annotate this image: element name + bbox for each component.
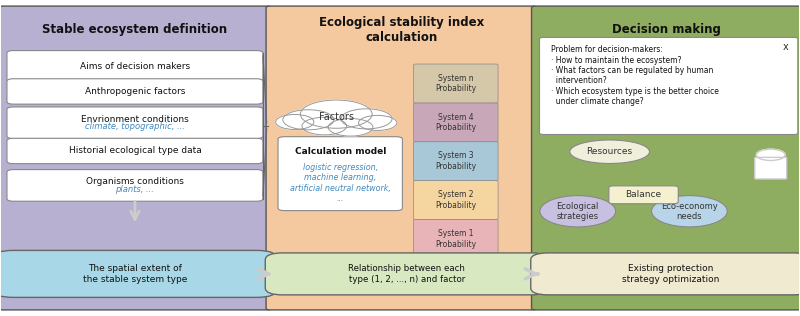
FancyBboxPatch shape <box>531 6 800 310</box>
Text: Historial ecological type data: Historial ecological type data <box>69 146 202 155</box>
Text: x: x <box>783 42 789 52</box>
FancyBboxPatch shape <box>7 107 263 139</box>
FancyBboxPatch shape <box>7 170 263 201</box>
FancyBboxPatch shape <box>0 6 271 310</box>
Text: The spatial extent of
the stable system type: The spatial extent of the stable system … <box>82 264 187 283</box>
Text: Existing protection
strategy optimization: Existing protection strategy optimizatio… <box>622 264 719 283</box>
Text: System n
Probability: System n Probability <box>435 74 476 93</box>
Text: Factors: Factors <box>318 112 354 122</box>
FancyBboxPatch shape <box>266 253 548 295</box>
FancyBboxPatch shape <box>609 186 678 204</box>
FancyBboxPatch shape <box>754 157 786 179</box>
Text: System 4
Probability: System 4 Probability <box>435 112 476 132</box>
FancyBboxPatch shape <box>414 103 498 142</box>
FancyBboxPatch shape <box>539 37 798 135</box>
Circle shape <box>756 149 785 161</box>
Text: System 1
Probability: System 1 Probability <box>435 229 476 248</box>
FancyBboxPatch shape <box>414 64 498 103</box>
Text: Resources: Resources <box>586 147 633 156</box>
Circle shape <box>302 117 346 135</box>
FancyBboxPatch shape <box>7 138 263 164</box>
FancyBboxPatch shape <box>414 219 498 258</box>
Text: Ecological
strategies: Ecological strategies <box>557 202 599 221</box>
Ellipse shape <box>651 196 727 227</box>
Text: System 2
Probability: System 2 Probability <box>435 190 476 210</box>
Text: Calculation model: Calculation model <box>294 147 386 156</box>
FancyBboxPatch shape <box>414 180 498 219</box>
Circle shape <box>300 100 372 128</box>
FancyBboxPatch shape <box>266 6 536 310</box>
Text: Problem for decision-makers:
· How to maintain the ecosystem?
· What factors can: Problem for decision-makers: · How to ma… <box>551 45 719 106</box>
FancyBboxPatch shape <box>278 137 402 211</box>
Text: Decision making: Decision making <box>612 23 721 36</box>
Circle shape <box>283 110 334 130</box>
Circle shape <box>358 115 397 131</box>
FancyBboxPatch shape <box>0 250 277 297</box>
Text: Aims of decision makers: Aims of decision makers <box>80 62 190 71</box>
Text: Envrionment conditions: Envrionment conditions <box>81 114 189 124</box>
Text: Eco-economy
needs: Eco-economy needs <box>661 202 718 221</box>
Circle shape <box>276 114 314 130</box>
Text: Anthropogenic factors: Anthropogenic factors <box>85 87 185 96</box>
FancyBboxPatch shape <box>414 142 498 180</box>
FancyBboxPatch shape <box>7 79 263 104</box>
Text: Organisms conditions: Organisms conditions <box>86 177 184 186</box>
Circle shape <box>328 118 373 136</box>
Circle shape <box>341 109 392 129</box>
FancyBboxPatch shape <box>530 253 800 295</box>
Text: logistic regression,
machine learning,
artificial neutral network,
...: logistic regression, machine learning, a… <box>290 163 390 203</box>
Text: plants, ...: plants, ... <box>115 185 154 194</box>
Text: Relationship between each
type (1, 2, ..., n) and factor: Relationship between each type (1, 2, ..… <box>348 264 466 283</box>
Text: climate, topographic, ...: climate, topographic, ... <box>85 122 185 131</box>
FancyBboxPatch shape <box>7 51 263 82</box>
Text: System 3
Probability: System 3 Probability <box>435 151 476 171</box>
Ellipse shape <box>570 140 650 163</box>
Text: Ecological stability index
calculation: Ecological stability index calculation <box>318 15 484 44</box>
Text: Balance: Balance <box>626 190 662 199</box>
Ellipse shape <box>540 196 616 227</box>
Text: Stable ecosystem definition: Stable ecosystem definition <box>42 23 227 36</box>
